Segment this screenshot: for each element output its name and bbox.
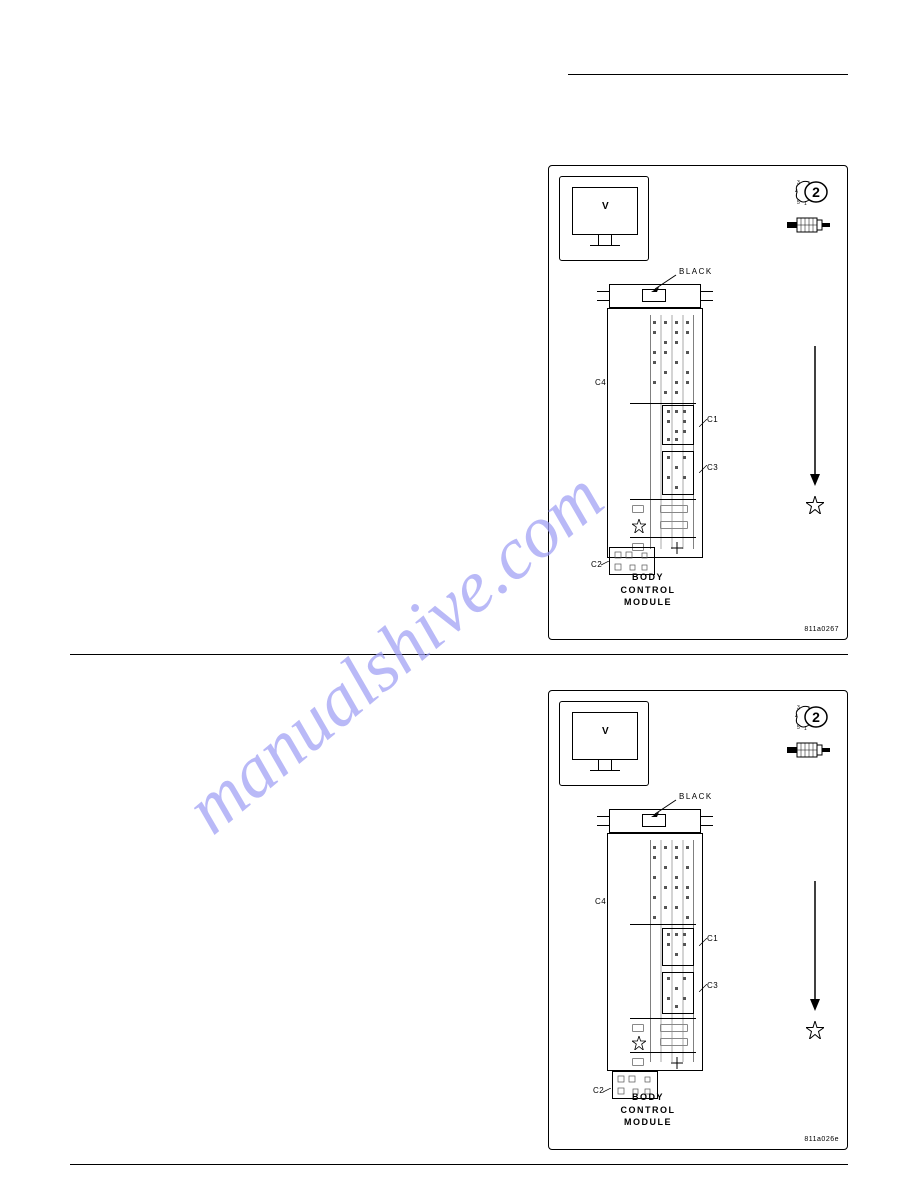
bracket-left <box>597 291 609 301</box>
color-label: BLACK <box>679 267 713 276</box>
slot <box>660 521 688 529</box>
module-title: BODY CONTROL MODULE <box>499 1091 797 1129</box>
figure-number: 811a026e <box>804 1136 839 1143</box>
plus-icon <box>670 1056 684 1070</box>
monitor-base <box>590 245 620 246</box>
monitor-box: V <box>559 701 649 786</box>
diagram-panel-2: V 2 3 4 5 1 BLACK <box>548 690 848 1150</box>
plus-icon <box>670 541 684 555</box>
leader <box>601 561 609 569</box>
svg-text:5: 5 <box>797 725 800 731</box>
module-title-line2: CONTROL <box>621 1105 676 1115</box>
c3-label: C3 <box>707 981 718 990</box>
monitor-base <box>590 770 620 771</box>
leader <box>699 419 707 427</box>
slot <box>632 1024 644 1032</box>
svg-text:3: 3 <box>797 705 800 711</box>
svg-text:4: 4 <box>795 189 798 195</box>
leader <box>699 938 707 946</box>
svg-text:1: 1 <box>804 201 807 207</box>
color-label: BLACK <box>679 792 713 801</box>
diagram-panel-1: V 2 3 4 5 1 BLACK <box>548 165 848 640</box>
section-line <box>630 403 696 404</box>
star-icon <box>632 1036 646 1050</box>
module-title-line3: MODULE <box>624 1117 672 1127</box>
sub-c1 <box>662 928 694 966</box>
sub-c3 <box>662 972 694 1014</box>
down-arrow-icon <box>808 881 822 1011</box>
sub-c1 <box>662 405 694 445</box>
slot <box>660 1024 688 1032</box>
connector-body <box>607 833 703 1071</box>
connector-top-inner <box>642 289 666 302</box>
c4-label: C4 <box>595 378 606 387</box>
tool-connector-icon <box>785 739 833 761</box>
leader <box>699 984 707 992</box>
mode-icon-2: 2 3 4 5 1 <box>793 703 833 733</box>
c3-label: C3 <box>707 463 718 472</box>
page-divider <box>70 1164 848 1165</box>
module-title-line1: BODY <box>632 572 664 582</box>
slot <box>632 505 644 513</box>
connector-body <box>607 308 703 558</box>
section-line <box>630 537 696 538</box>
monitor-stand <box>598 235 612 245</box>
slot <box>660 505 688 513</box>
bracket-right <box>701 291 713 301</box>
bracket-left <box>597 816 609 826</box>
svg-text:1: 1 <box>804 726 807 732</box>
svg-text:5: 5 <box>797 200 800 206</box>
tool-connector-icon <box>785 214 833 236</box>
monitor-stand <box>598 760 612 770</box>
bracket-right <box>701 816 713 826</box>
slot <box>660 1038 688 1046</box>
c1-label: C1 <box>707 415 718 424</box>
section-line <box>630 1052 696 1053</box>
monitor-box: V <box>559 176 649 261</box>
slot <box>632 1058 644 1066</box>
header-divider <box>568 74 848 75</box>
connector-top-inner <box>642 814 666 827</box>
star-icon <box>806 1021 824 1039</box>
c1-label: C1 <box>707 934 718 943</box>
monitor-label: V <box>602 201 609 212</box>
figure-number: 811a0267 <box>804 626 839 633</box>
c4-label: C4 <box>595 897 606 906</box>
svg-text:4: 4 <box>795 714 798 720</box>
section-line <box>630 499 696 500</box>
monitor-label: V <box>602 726 609 737</box>
leader <box>699 465 707 473</box>
section-line <box>630 1018 696 1019</box>
section-line <box>630 924 696 925</box>
module-title-line2: CONTROL <box>621 585 676 595</box>
module-title-line3: MODULE <box>624 597 672 607</box>
module-title-line1: BODY <box>632 1092 664 1102</box>
svg-text:3: 3 <box>797 180 800 186</box>
module-title: BODY CONTROL MODULE <box>499 571 797 609</box>
down-arrow-icon <box>808 346 822 486</box>
icon-number: 2 <box>812 709 820 725</box>
page-divider <box>70 654 848 655</box>
connector-top <box>609 284 701 308</box>
star-icon <box>806 496 824 514</box>
sub-c3 <box>662 451 694 495</box>
connector-top <box>609 809 701 833</box>
mode-icon-2: 2 3 4 5 1 <box>793 178 833 208</box>
icon-number: 2 <box>812 184 820 200</box>
star-icon <box>632 519 646 533</box>
